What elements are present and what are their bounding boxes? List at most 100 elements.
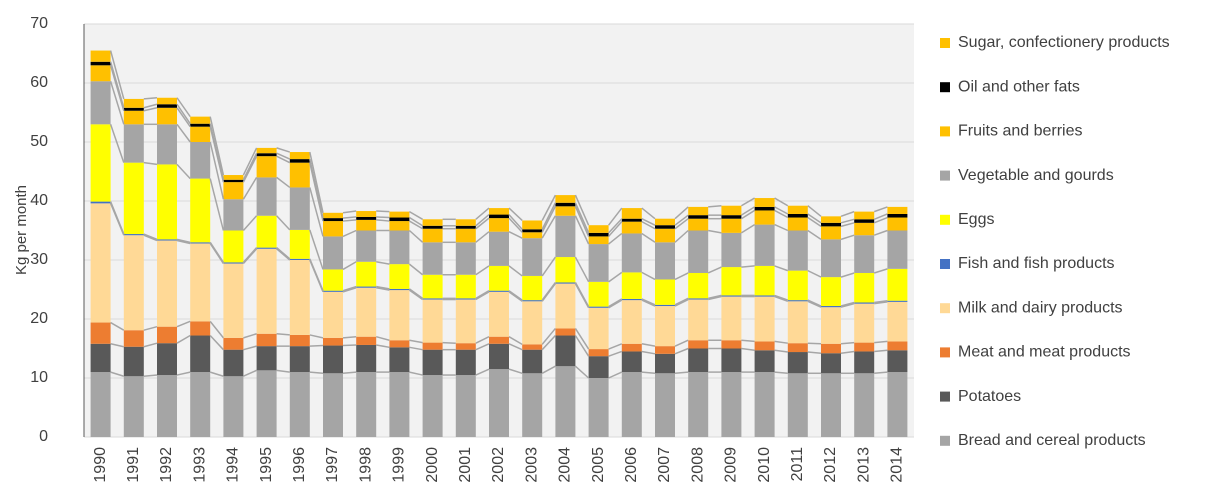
bar-segment [721,340,742,349]
bar-segment [422,274,443,299]
series-line [342,335,357,339]
bar-segment [489,214,509,219]
bar-segment [356,372,377,437]
series-line [674,339,689,347]
bar-segment [887,350,908,373]
bar-segment [256,370,277,437]
bar-segment [389,221,410,231]
series-line [409,346,423,351]
series-line [309,344,324,347]
bar-segment [256,247,277,249]
bar-segment [588,349,609,357]
bar-segment [389,264,410,289]
series-line [475,368,490,376]
series-line [674,298,689,307]
series-line [309,258,324,291]
series-line [807,269,822,278]
bar-segment [522,349,543,374]
bar-segment [754,198,775,207]
bar-segment [854,342,875,352]
bar-segment [90,203,111,323]
bar-segment [389,211,410,218]
bar-segment [90,201,111,204]
bar-segment [223,262,244,264]
bar-segment [754,295,775,297]
legend-marker [940,391,950,402]
series-line [409,216,423,227]
bar-segment [655,353,675,374]
bar-segment [555,328,576,336]
bar-segment [555,366,576,437]
series-line [641,299,656,307]
series-line [176,123,191,143]
bar-segment [455,375,476,437]
series-line [176,238,191,244]
bar-segment [123,376,144,437]
series-line [342,344,357,347]
bar-segment [821,226,841,240]
bar-segment [157,375,177,437]
x-tick-label: 2010 [756,447,773,483]
series-line [774,209,789,219]
series-line [243,345,257,351]
bar-segment [621,272,642,299]
bar-segment [422,225,443,229]
bar-segment [489,369,509,437]
bar-segment [854,351,875,374]
series-line [873,268,888,274]
x-tick-label: 2013 [855,447,872,483]
bar-segment [688,206,709,216]
series-line [408,229,424,243]
bar-segment [787,352,808,374]
bar-segment [356,344,377,373]
bar-segment [455,349,476,376]
legend-marker [940,126,950,137]
bar-segment [688,230,709,273]
bar-segment [522,220,543,230]
bar-segment [887,372,908,437]
bar-segment [422,298,443,300]
bar-segment [754,265,775,296]
bar-segment [289,334,310,347]
legend-label: Sugar, confectionery products [958,34,1170,51]
series-line [508,368,523,374]
bar-segment [489,231,509,266]
series-line [741,197,755,207]
x-tick-label: 2006 [623,447,640,483]
series-line [176,103,191,125]
bar-segment [721,232,742,268]
bar-segment [422,219,443,226]
x-tick-label: 2000 [424,447,441,483]
x-tick-label: 2012 [822,447,839,483]
bar-segment [721,205,742,216]
series-line [376,344,390,349]
bar-segment [854,235,875,273]
bar-segment [356,287,377,337]
bar-segment [555,206,576,216]
series-line [840,272,855,278]
series-line [807,205,822,217]
bar-segment [455,343,476,350]
x-tick-label: 1995 [258,447,275,483]
x-tick-label: 2002 [490,447,507,483]
series-line [840,341,855,345]
bar-segment [90,124,111,202]
series-line [508,291,523,302]
y-tick-label: 60 [30,74,48,91]
bar-segment [223,179,244,183]
bar-segment [190,335,211,373]
bar-segment [754,210,775,225]
series-line [475,290,490,299]
bar-segment [555,195,576,203]
bar-segment [621,221,642,234]
legend-marker [940,214,950,225]
bar-segment [555,202,576,207]
series-line [574,328,590,350]
bar-segment [289,372,310,437]
bar-segment [489,336,509,344]
bar-segment [887,213,908,218]
bar-segment [157,124,177,165]
series-line [873,216,888,224]
bar-segment [754,372,775,437]
bar-segment [754,341,775,351]
